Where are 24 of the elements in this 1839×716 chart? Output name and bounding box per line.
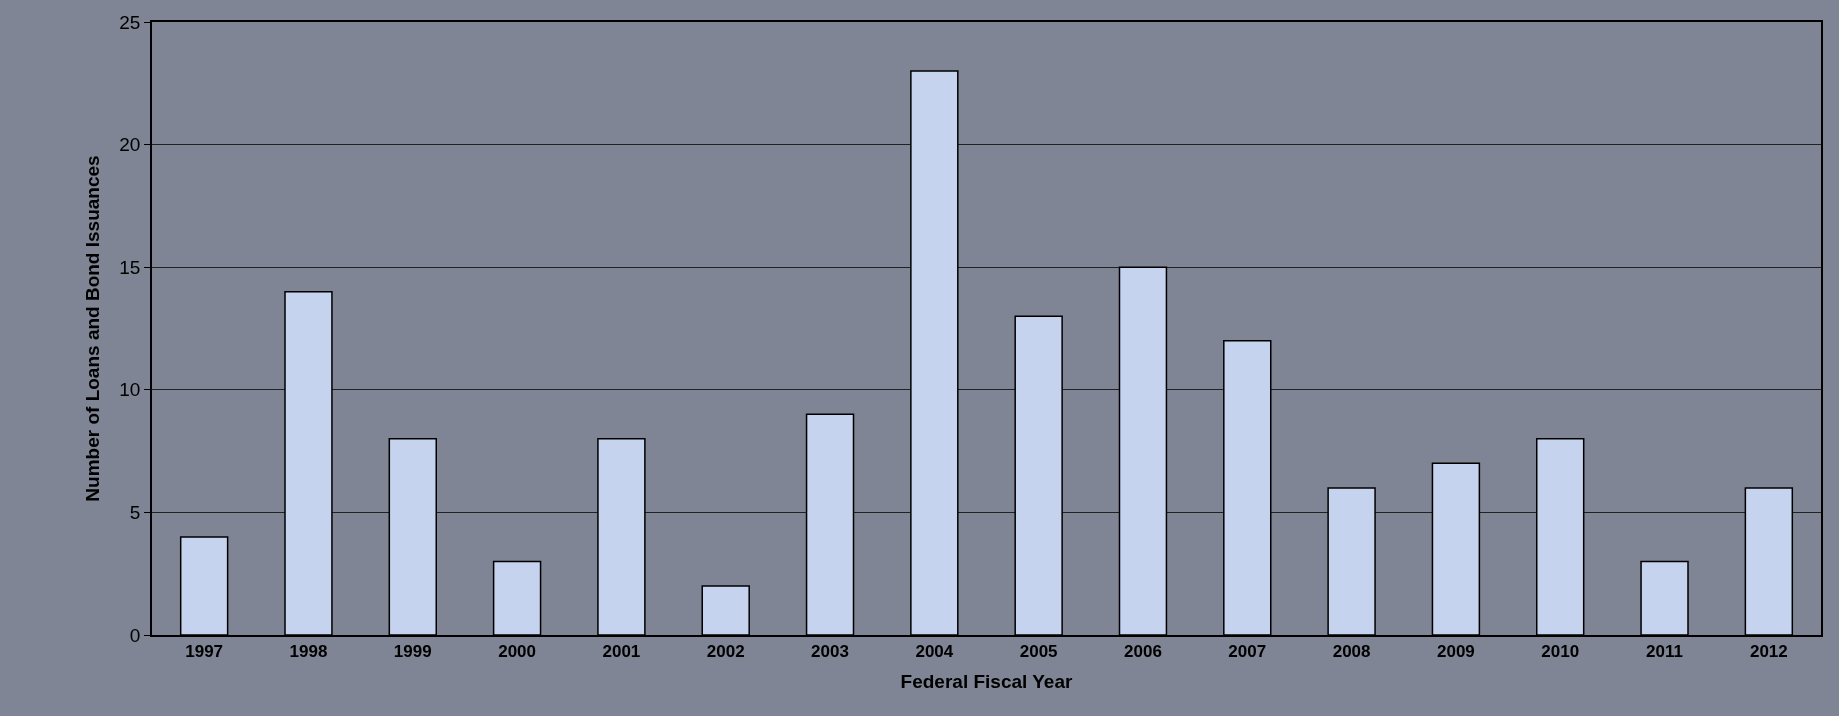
- x-tick-label: 2006: [1124, 642, 1162, 662]
- x-tick-label: 2010: [1541, 642, 1580, 662]
- y-tick-label: 15: [119, 256, 141, 278]
- x-tick-label: 1998: [289, 642, 328, 662]
- x-tick-label: 2012: [1749, 642, 1788, 662]
- x-tick-label: 2008: [1332, 642, 1371, 662]
- x-axis-title: Federal Fiscal Year: [900, 671, 1074, 693]
- y-tick-label: 5: [129, 502, 141, 524]
- x-tick-label: 2001: [602, 642, 641, 662]
- y-tick-label: 0: [129, 624, 141, 646]
- y-axis-title: Number of Loans and Bond Issuances: [81, 155, 103, 502]
- y-tick-label: 10: [119, 379, 141, 401]
- x-tick-label: 2009: [1437, 642, 1475, 662]
- x-tick-label: 2004: [915, 642, 954, 662]
- x-tick-label: 2000: [498, 642, 536, 662]
- x-tick-label: 2003: [811, 642, 849, 662]
- y-tick-label: 25: [119, 11, 141, 33]
- x-tick-label: 2011: [1646, 642, 1683, 662]
- x-tick-label: 1999: [393, 642, 432, 662]
- x-tick-label: 2002: [706, 642, 745, 662]
- y-tick-label: 20: [119, 134, 141, 156]
- x-tick-label: 1997: [185, 642, 224, 662]
- x-tick-label: 2005: [1019, 642, 1058, 662]
- x-tick-label: 2007: [1228, 642, 1267, 662]
